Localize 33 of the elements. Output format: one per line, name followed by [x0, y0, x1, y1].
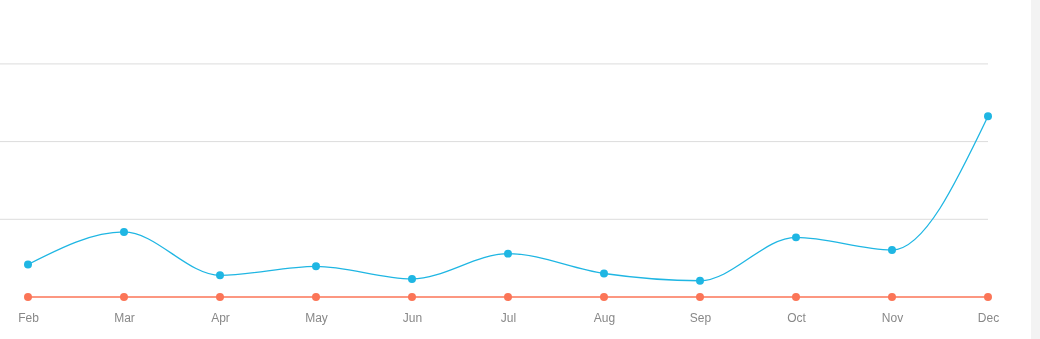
- point: [792, 233, 800, 242]
- x-tick-label: Apr: [211, 310, 230, 325]
- x-tick-label: Dec: [977, 310, 1000, 325]
- x-tick-label: May: [305, 310, 328, 325]
- point: [984, 112, 992, 121]
- point: [888, 293, 896, 301]
- point: [600, 269, 608, 278]
- point: [216, 271, 224, 280]
- point: [888, 246, 896, 254]
- point: [24, 293, 32, 301]
- x-tick-label: Oct: [787, 310, 807, 325]
- x-tick-label: Feb: [18, 310, 40, 325]
- x-tick-label: Nov: [881, 310, 904, 325]
- point: [792, 293, 800, 301]
- point: [216, 293, 224, 301]
- x-tick-label: Jul: [500, 310, 517, 325]
- point: [696, 293, 704, 301]
- point: [504, 249, 512, 258]
- point: [696, 276, 704, 285]
- point: [984, 293, 992, 301]
- x-tick-label: Aug: [593, 310, 616, 325]
- x-tick-label: Mar: [114, 310, 135, 325]
- point: [24, 260, 32, 269]
- point: [600, 293, 608, 301]
- point: [504, 293, 512, 301]
- point: [120, 293, 128, 301]
- point: [120, 227, 128, 236]
- x-tick-label: Jun: [402, 310, 423, 325]
- x-tick-label: Sep: [689, 310, 712, 325]
- point: [408, 274, 416, 283]
- point: [312, 262, 320, 271]
- point: [312, 293, 320, 301]
- point: [408, 293, 416, 301]
